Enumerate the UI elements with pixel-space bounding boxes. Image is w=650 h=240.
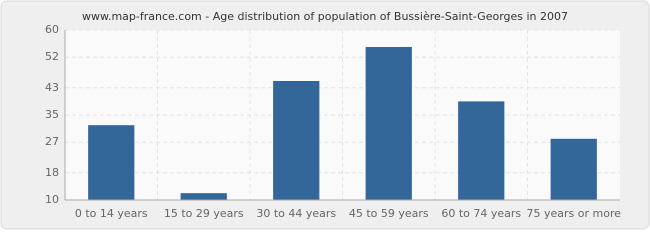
y-tick-label: 35	[45, 108, 59, 121]
x-tick-label: 30 to 44 years	[256, 207, 336, 220]
chart-title: www.map-france.com - Age distribution of…	[82, 10, 568, 23]
x-tick-label: 75 years or more	[526, 207, 621, 220]
bar	[180, 193, 227, 200]
y-tick-label: 18	[45, 166, 59, 179]
bar	[273, 81, 320, 200]
bar	[365, 47, 412, 200]
bar	[550, 138, 597, 200]
bar	[88, 125, 135, 200]
x-tick-label: 0 to 14 years	[75, 207, 148, 220]
x-tick-label: 45 to 59 years	[349, 207, 429, 220]
y-tick-label: 43	[45, 81, 59, 94]
y-tick-label: 60	[45, 23, 59, 36]
y-tick-label: 52	[45, 50, 59, 63]
bar	[458, 101, 505, 200]
y-tick-label: 27	[45, 135, 59, 148]
y-tick-label: 10	[45, 193, 59, 206]
x-tick-label: 15 to 29 years	[164, 207, 244, 220]
chart: www.map-france.com - Age distribution of…	[0, 0, 650, 230]
x-tick-label: 60 to 74 years	[441, 207, 521, 220]
